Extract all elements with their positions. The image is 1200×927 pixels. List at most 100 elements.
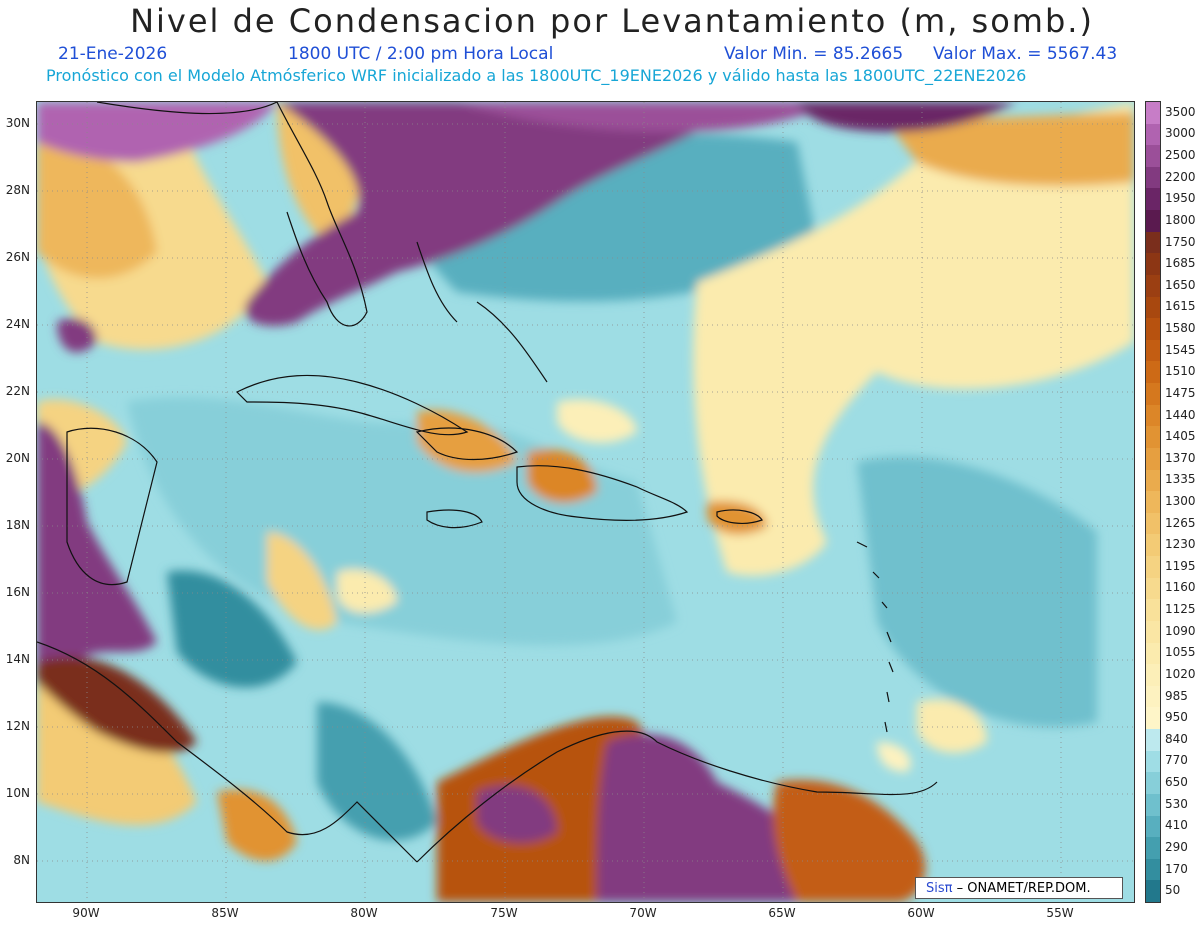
lon-label-60w: 60W — [907, 906, 935, 920]
colorbar-label: 410 — [1165, 818, 1188, 833]
lcl-shading — [37, 102, 1134, 902]
forecast-note: Pronóstico con el Modelo Atmósferico WRF… — [46, 66, 1027, 85]
colorbar-segment — [1146, 253, 1160, 276]
lat-label-18n: 18N — [5, 518, 30, 532]
colorbar-label: 1685 — [1165, 256, 1196, 271]
colorbar-segment — [1146, 772, 1160, 795]
colorbar-segment — [1146, 599, 1160, 622]
colorbar-segment — [1146, 296, 1160, 319]
lat-label-8n: 8N — [13, 853, 30, 867]
colorbar-segment — [1146, 188, 1160, 211]
lat-label-30n: 30N — [5, 116, 30, 130]
colorbar-segment — [1146, 729, 1160, 752]
colorbar-label: 1195 — [1165, 558, 1196, 573]
lon-label-80w: 80W — [350, 906, 378, 920]
lat-label-14n: 14N — [5, 652, 30, 666]
lon-label-55w: 55W — [1046, 906, 1074, 920]
colorbar-segment — [1146, 512, 1160, 535]
colorbar-segment — [1146, 318, 1160, 341]
colorbar-segment — [1146, 664, 1160, 687]
colorbar-segment — [1146, 534, 1160, 557]
colorbar-label: 1650 — [1165, 277, 1196, 292]
colorbar-label: 1545 — [1165, 342, 1196, 357]
cuba-coast — [235, 374, 469, 436]
colorbar-label: 3500 — [1165, 104, 1196, 119]
colorbar-segment — [1146, 145, 1160, 168]
colorbar-segment — [1146, 426, 1160, 449]
colorbar-segment — [1146, 858, 1160, 881]
colorbar-segment — [1146, 642, 1160, 665]
hispaniola-coast — [516, 465, 689, 521]
lat-label-22n: 22N — [5, 384, 30, 398]
colorbar-label: 770 — [1165, 753, 1188, 768]
colorbar-segment — [1146, 556, 1160, 579]
forecast-date: 21-Ene-2026 — [58, 44, 168, 64]
colorbar-label: 1125 — [1165, 602, 1196, 617]
map-title: Nivel de Condensacion por Levantamiento … — [130, 2, 1094, 40]
colorbar-label: 3000 — [1165, 126, 1196, 141]
credit-pi: π — [944, 881, 953, 896]
colorbar-label: 1750 — [1165, 234, 1196, 249]
colorbar-segment — [1146, 383, 1160, 406]
colorbar-segment — [1146, 166, 1160, 189]
lat-label-16n: 16N — [5, 585, 30, 599]
colorbar-label: 170 — [1165, 861, 1188, 876]
colorbar-label: 1580 — [1165, 321, 1196, 336]
cuba-east-coast — [415, 427, 519, 461]
colorbar-segment — [1146, 210, 1160, 233]
lon-label-65w: 65W — [768, 906, 796, 920]
colorbar-label: 1020 — [1165, 666, 1196, 681]
south-america-coast — [416, 730, 938, 863]
credit-box: Sisπ – ONAMET/REP.DOM. — [915, 877, 1123, 899]
yucatan-coast — [66, 427, 158, 586]
jamaica-coast — [426, 509, 483, 529]
coastlines — [37, 102, 938, 863]
credit-org: – ONAMET/REP.DOM. — [956, 881, 1091, 896]
colorbar-segment — [1146, 123, 1160, 146]
colorbar-label: 1230 — [1165, 537, 1196, 552]
bahamas-outline — [416, 241, 548, 383]
forecast-time: 1800 UTC / 2:00 pm Hora Local — [288, 44, 554, 64]
lon-label-90w: 90W — [72, 906, 100, 920]
lon-label-75w: 75W — [490, 906, 518, 920]
colorbar-segment — [1146, 447, 1160, 471]
colorbar-segment — [1146, 404, 1160, 427]
colorbar-label: 1510 — [1165, 364, 1196, 379]
colorbar-label: 1615 — [1165, 299, 1196, 314]
colorbar-label: 1090 — [1165, 623, 1196, 638]
colorbar-segment — [1146, 274, 1160, 298]
colorbar — [1145, 101, 1161, 903]
colorbar-segment — [1146, 620, 1160, 644]
colorbar-segment — [1146, 491, 1160, 514]
colorbar-label: 290 — [1165, 839, 1188, 854]
florida-coast — [96, 102, 368, 327]
colorbar-label: 840 — [1165, 731, 1188, 746]
colorbar-label: 1300 — [1165, 494, 1196, 508]
graticule — [37, 102, 1134, 902]
colorbar-label: 1160 — [1165, 580, 1196, 595]
map-field — [37, 102, 1134, 902]
colorbar-label: 1950 — [1165, 191, 1196, 206]
colorbar-label: 2500 — [1165, 148, 1196, 163]
colorbar-segment — [1146, 707, 1160, 730]
colorbar-label: 1265 — [1165, 515, 1196, 530]
lat-label-28n: 28N — [5, 183, 30, 197]
colorbar-segment — [1146, 815, 1160, 838]
colorbar-label: 1800 — [1165, 212, 1196, 227]
colorbar-segment — [1146, 577, 1160, 600]
colorbar-segment — [1146, 750, 1160, 773]
lat-label-10n: 10N — [5, 786, 30, 800]
colorbar-label: 50 — [1165, 883, 1181, 898]
map-panel — [36, 101, 1135, 903]
colorbar-segment — [1146, 880, 1160, 903]
colorbar-segment — [1146, 102, 1160, 125]
colorbar-label: 985 — [1165, 688, 1188, 703]
colorbar-segment — [1146, 685, 1160, 708]
colorbar-segment — [1146, 361, 1160, 384]
colorbar-segment — [1146, 793, 1160, 816]
colorbar-segment — [1146, 339, 1160, 362]
max-value: Valor Max. = 5567.43 — [933, 44, 1118, 64]
central-america-coast — [37, 641, 418, 863]
lat-label-20n: 20N — [5, 451, 30, 465]
colorbar-label: 530 — [1165, 796, 1188, 811]
